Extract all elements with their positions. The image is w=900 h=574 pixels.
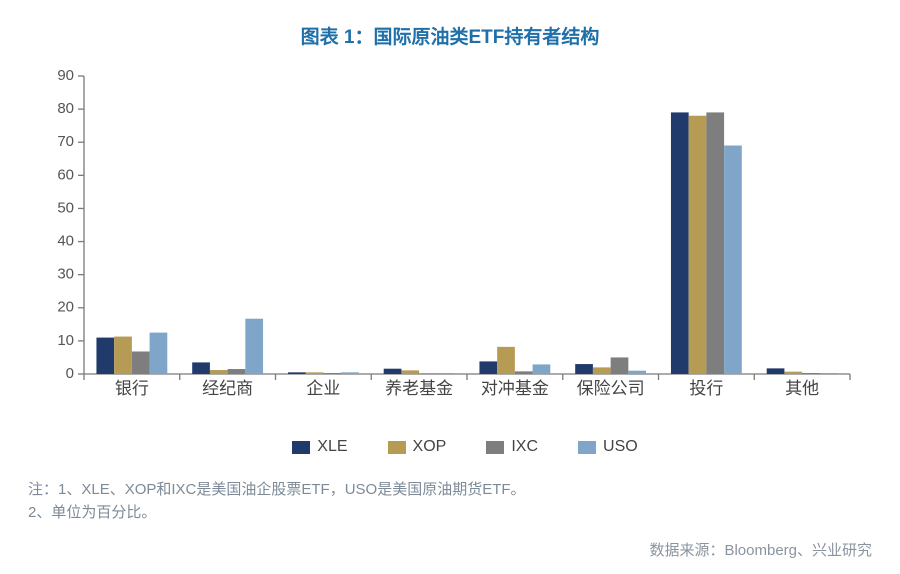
y-tick-label: 0	[66, 365, 74, 382]
bar-USO-0	[150, 333, 168, 374]
bar-XLE-5	[575, 364, 593, 374]
y-tick-label: 90	[57, 67, 74, 84]
bar-IXC-4	[515, 371, 533, 374]
y-tick-label: 50	[57, 199, 74, 216]
data-source: 数据来源：Bloomberg、兴业研究	[649, 539, 872, 560]
bar-IXC-3	[419, 373, 437, 374]
bar-XOP-6	[689, 116, 707, 374]
bar-XOP-7	[784, 372, 802, 374]
bar-USO-1	[245, 319, 263, 374]
bar-USO-5	[628, 371, 646, 374]
bar-IXC-5	[611, 357, 629, 374]
x-tick-label: 保险公司	[577, 379, 645, 398]
x-tick-label: 经纪商	[202, 379, 253, 398]
footnotes: 注：1、XLE、XOP和IXC是美国油企股票ETF，USO是美国原油期货ETF。…	[28, 478, 526, 525]
footnote-2: 2、单位为百分比。	[28, 501, 526, 524]
footnote-1: 注：1、XLE、XOP和IXC是美国油企股票ETF，USO是美国原油期货ETF。	[28, 478, 526, 501]
bar-IXC-1	[228, 369, 246, 374]
y-tick-label: 40	[57, 233, 74, 250]
bar-XLE-3	[384, 369, 402, 374]
bar-XOP-3	[401, 370, 419, 374]
legend-label: USO	[603, 438, 638, 456]
x-tick-label: 对冲基金	[481, 379, 549, 398]
y-tick-label: 70	[57, 133, 74, 150]
legend-label: IXC	[511, 438, 538, 456]
bar-IXC-7	[802, 373, 820, 374]
x-tick-label: 企业	[306, 379, 340, 398]
bar-XOP-1	[210, 370, 228, 374]
y-tick-label: 30	[57, 266, 74, 283]
legend-item-IXC: IXC	[486, 438, 538, 456]
legend-swatch	[292, 441, 310, 454]
legend-swatch	[388, 441, 406, 454]
bar-USO-7	[820, 373, 838, 374]
bar-XOP-2	[306, 372, 324, 374]
legend-label: XOP	[413, 438, 447, 456]
bar-IXC-2	[323, 373, 341, 374]
bar-IXC-0	[132, 351, 150, 374]
x-tick-label: 养老基金	[385, 379, 453, 398]
chart-area: 0102030405060708090银行经纪商企业养老基金对冲基金保险公司投行…	[70, 72, 860, 402]
bar-XLE-7	[767, 368, 785, 374]
legend: XLE XOP IXC USO	[70, 438, 860, 459]
legend-label: XLE	[317, 438, 347, 456]
bar-XOP-5	[593, 367, 611, 374]
bar-IXC-6	[706, 112, 724, 374]
bar-XLE-4	[479, 361, 497, 374]
bar-USO-3	[437, 373, 455, 374]
x-tick-label: 其他	[785, 379, 819, 398]
bar-XLE-1	[192, 362, 210, 374]
bar-USO-6	[724, 146, 742, 374]
bar-USO-4	[533, 364, 551, 374]
legend-swatch	[486, 441, 504, 454]
legend-item-XLE: XLE	[292, 438, 347, 456]
bar-USO-2	[341, 372, 359, 374]
bar-XLE-0	[96, 338, 114, 374]
bar-XLE-2	[288, 372, 306, 374]
y-tick-label: 20	[57, 299, 74, 316]
chart-svg: 0102030405060708090银行经纪商企业养老基金对冲基金保险公司投行…	[70, 72, 860, 402]
chart-title: 图表 1：国际原油类ETF持有者结构	[0, 0, 900, 59]
legend-item-USO: USO	[578, 438, 638, 456]
x-tick-label: 投行	[689, 379, 723, 398]
legend-item-XOP: XOP	[388, 438, 447, 456]
y-tick-label: 10	[57, 332, 74, 349]
legend-swatch	[578, 441, 596, 454]
y-tick-label: 60	[57, 166, 74, 183]
bar-XOP-0	[114, 337, 132, 374]
y-tick-label: 80	[57, 100, 74, 117]
bar-XLE-6	[671, 112, 689, 374]
x-tick-label: 银行	[115, 379, 149, 398]
bar-XOP-4	[497, 347, 515, 374]
chart-container: 图表 1：国际原油类ETF持有者结构 0 10 20 30 40 50 60 70 80 90 银行…	[0, 0, 900, 574]
